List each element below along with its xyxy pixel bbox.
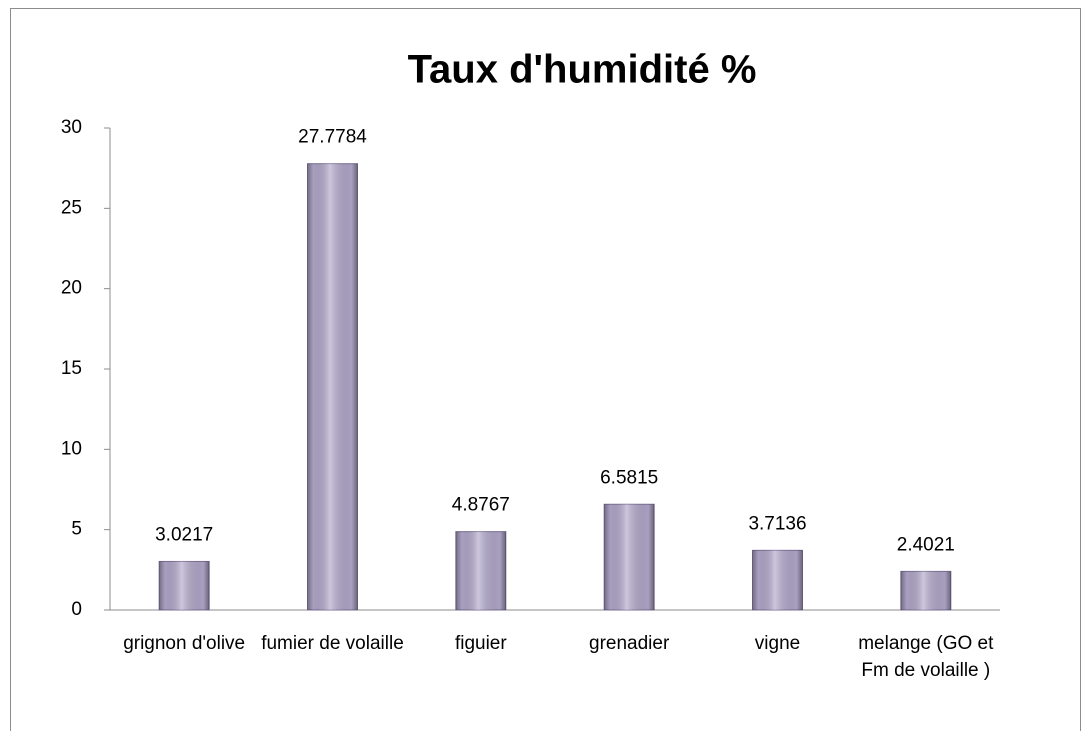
bar-shading <box>604 504 655 610</box>
x-tick-label: melange (GO et Fm de volaille ) <box>858 633 994 681</box>
value-label: 3.7136 <box>748 513 806 534</box>
y-tick-label: 30 <box>61 117 82 138</box>
chart-border <box>10 8 1081 736</box>
bar-shading <box>455 531 506 610</box>
value-label: 2.4021 <box>897 534 955 555</box>
x-tick-label: figuier <box>454 633 507 654</box>
value-label: 3.0217 <box>155 524 213 545</box>
value-label: 4.8767 <box>452 495 510 516</box>
y-tick-label: 20 <box>61 278 82 299</box>
x-tick-label-box: grenadier <box>589 633 670 654</box>
chart-title: Taux d'humidité % <box>408 48 757 92</box>
y-tick-label: 15 <box>61 358 82 379</box>
bar-shading <box>752 550 803 610</box>
y-tick-label: 5 <box>71 519 82 540</box>
bar-shading <box>159 561 210 610</box>
x-tick-label-box: figuier <box>454 633 507 654</box>
x-tick-label-box: vigne <box>754 633 801 654</box>
value-label: 27.7784 <box>298 127 367 148</box>
y-tick-label: 0 <box>71 599 82 620</box>
bar-shading <box>307 163 358 610</box>
x-tick-label: fumier de volaille <box>261 633 404 654</box>
bar-shading <box>900 571 951 610</box>
x-tick-label: vigne <box>754 633 801 654</box>
x-tick-label-box: grignon d'olive <box>123 633 246 654</box>
value-label: 6.5815 <box>600 467 658 488</box>
x-tick-label-box: melange (GO et Fm de volaille ) <box>858 633 994 681</box>
y-tick-label: 10 <box>61 438 82 459</box>
x-tick-label: grenadier <box>589 633 670 654</box>
x-tick-label: grignon d'olive <box>123 633 246 654</box>
y-tick-label: 25 <box>61 197 82 218</box>
x-tick-label-box: fumier de volaille <box>261 633 404 654</box>
